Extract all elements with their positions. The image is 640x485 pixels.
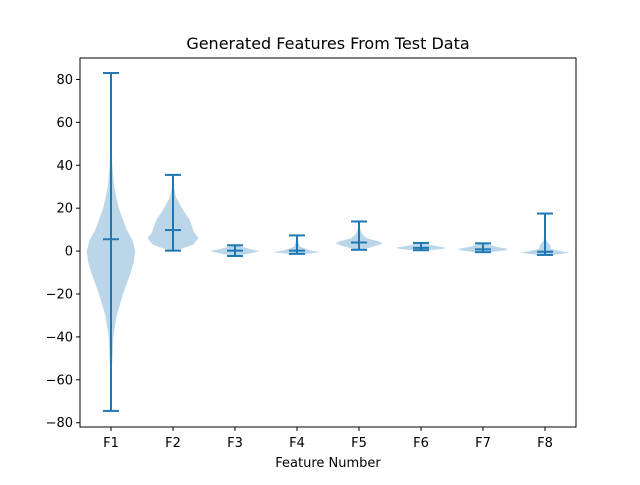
x-tick-label-f3: F3 (227, 436, 243, 451)
y-tick-label: 20 (56, 202, 73, 217)
x-tick-label-f1: F1 (103, 436, 119, 451)
x-tick-label-f7: F7 (475, 436, 491, 451)
y-tick-label: −60 (46, 373, 73, 388)
plot-area-frame (79, 57, 577, 428)
x-tick-label-f8: F8 (537, 436, 553, 451)
violin-f7 (458, 242, 508, 254)
violin-f4 (273, 234, 321, 255)
y-tick-label: −40 (46, 330, 73, 345)
y-tick-label: 0 (65, 245, 73, 260)
violin-f1 (86, 72, 136, 412)
violin-f3 (210, 244, 260, 258)
y-tick-label: 80 (56, 73, 73, 88)
y-tick-label: 60 (56, 116, 73, 131)
violin-f5 (335, 220, 383, 251)
ticks-layer: −80 −60 −40 −20 0 20 40 60 80 F1 F2 F3 F4 F5 F6 F7 F8 (46, 73, 553, 451)
violin-f6 (396, 241, 446, 252)
violins-layer (86, 72, 570, 412)
y-tick-label: 40 (56, 159, 73, 174)
x-tick-label-f4: F4 (289, 436, 305, 451)
x-axis-label: Feature Number (275, 456, 381, 471)
x-tick-label-f5: F5 (351, 436, 367, 451)
violin-f8 (520, 212, 570, 256)
y-tick-label: −20 (46, 287, 73, 302)
violin-f2 (147, 173, 199, 252)
chart-title: Generated Features From Test Data (186, 34, 469, 53)
y-tick-label: −80 (46, 416, 73, 431)
x-tick-label-f2: F2 (165, 436, 181, 451)
x-tick-label-f6: F6 (413, 436, 429, 451)
